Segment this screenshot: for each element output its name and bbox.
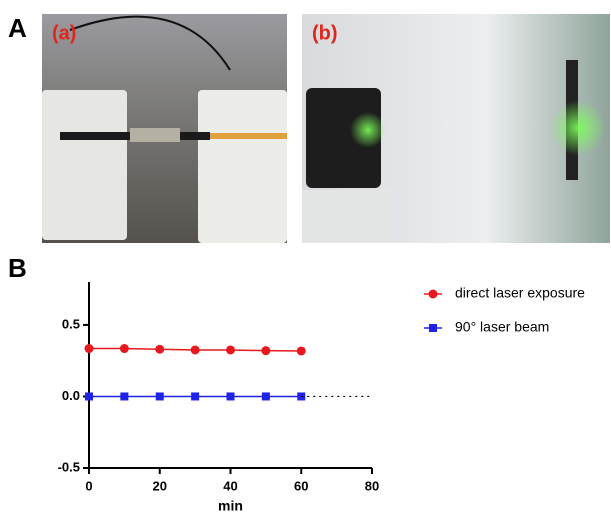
chart: 0.5 0.0 -0.5 0 20 40 60 80 min direct laser expos… — [58, 282, 585, 514]
panel-label: A — [8, 13, 27, 43]
marker — [261, 346, 271, 356]
marker — [84, 344, 94, 354]
x-axis-label: min — [218, 498, 243, 514]
marker — [119, 344, 129, 354]
x-tick-label: 60 — [294, 478, 308, 493]
marker — [85, 392, 93, 401]
marker — [120, 392, 129, 401]
marker — [155, 392, 164, 401]
photo-label: (a) — [52, 22, 76, 44]
photo-a — [42, 14, 287, 243]
marker — [226, 345, 235, 355]
y-tick-label: 0.5 — [62, 316, 80, 331]
legend-label: direct laser exposure — [455, 285, 585, 301]
x-tick-label: 40 — [223, 478, 237, 493]
marker — [155, 344, 165, 354]
panel-label: B — [8, 253, 27, 283]
legend-label: 90° laser beam — [455, 319, 549, 335]
marker — [191, 392, 200, 401]
photo-label: (b) — [312, 22, 338, 44]
marker — [429, 324, 437, 332]
marker — [428, 289, 438, 299]
x-tick-label: 80 — [365, 478, 379, 493]
marker — [190, 345, 200, 355]
x-tick-label: 20 — [153, 478, 167, 493]
marker — [226, 392, 235, 401]
x-tick-label: 0 — [85, 478, 92, 493]
marker — [261, 392, 270, 401]
marker — [296, 346, 306, 356]
y-tick-label: 0.0 — [62, 388, 80, 403]
photo-b — [302, 14, 610, 243]
y-tick-label: -0.5 — [58, 459, 80, 474]
